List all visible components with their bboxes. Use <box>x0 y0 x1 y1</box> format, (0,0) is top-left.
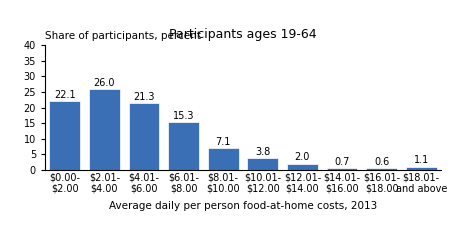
Text: 26.0: 26.0 <box>94 78 115 88</box>
Bar <box>168 122 199 170</box>
Text: 7.1: 7.1 <box>216 136 231 146</box>
Text: 2.0: 2.0 <box>295 152 310 162</box>
Text: 3.8: 3.8 <box>255 147 270 157</box>
Bar <box>327 168 357 170</box>
Bar <box>406 166 436 170</box>
Text: 0.6: 0.6 <box>374 157 389 167</box>
Text: 0.7: 0.7 <box>334 156 350 166</box>
Title: Participants ages 19-64: Participants ages 19-64 <box>169 28 317 41</box>
Bar <box>129 104 159 170</box>
Bar <box>248 158 278 170</box>
Bar <box>208 148 238 170</box>
Text: 15.3: 15.3 <box>173 111 194 121</box>
Bar <box>366 168 397 170</box>
Bar <box>50 101 80 170</box>
Text: 22.1: 22.1 <box>54 90 76 100</box>
Bar <box>287 164 318 170</box>
X-axis label: Average daily per person food-at-home costs, 2013: Average daily per person food-at-home co… <box>109 200 377 210</box>
Text: 21.3: 21.3 <box>133 92 155 102</box>
Bar <box>89 89 120 170</box>
Text: 1.1: 1.1 <box>414 155 429 165</box>
Text: Share of participants, percent: Share of participants, percent <box>45 31 201 41</box>
